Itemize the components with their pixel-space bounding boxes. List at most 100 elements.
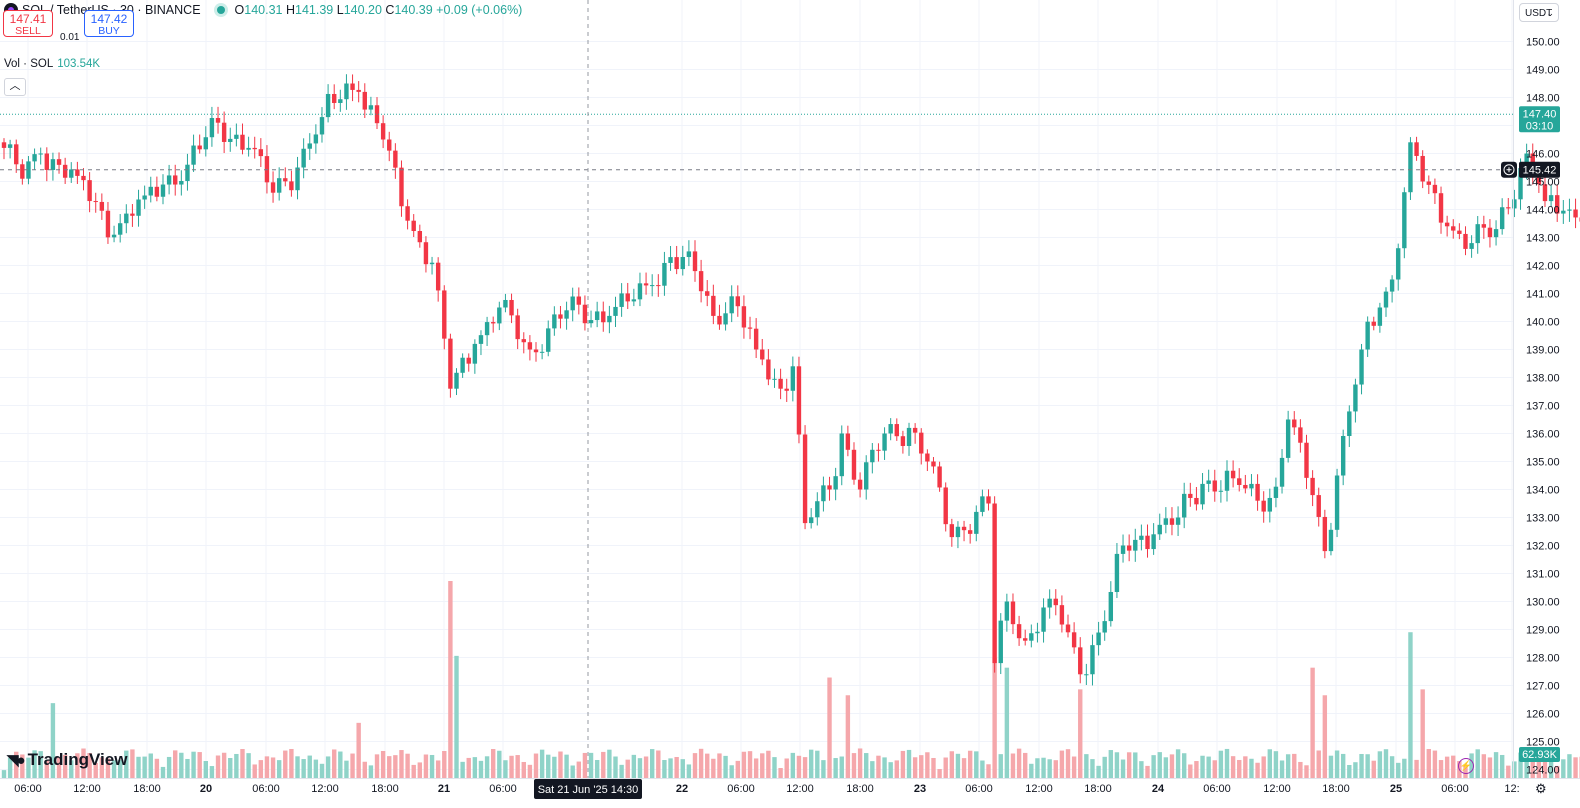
volume-bar bbox=[619, 764, 624, 778]
candle-body bbox=[815, 501, 820, 518]
volume-bar bbox=[136, 756, 141, 778]
candle-body bbox=[1194, 497, 1199, 505]
candle-body bbox=[656, 285, 661, 287]
volume-bar bbox=[539, 749, 545, 778]
candle-body bbox=[319, 117, 325, 135]
volume-bar bbox=[350, 753, 355, 778]
lightning-icon[interactable]: ⚡ bbox=[1458, 758, 1474, 774]
volume-bar bbox=[338, 751, 343, 778]
price-tick-label: 127.00 bbox=[1526, 681, 1560, 693]
candle-body bbox=[1457, 230, 1462, 234]
sell-button[interactable]: 147.41 SELL bbox=[3, 9, 53, 37]
volume-bar bbox=[252, 764, 257, 778]
volume-bar bbox=[857, 748, 863, 778]
candle-body bbox=[1200, 483, 1205, 505]
candle-body bbox=[117, 223, 123, 235]
candle-body bbox=[1010, 601, 1016, 625]
volume-bar bbox=[961, 758, 967, 778]
volume-bar bbox=[1071, 756, 1077, 778]
candle-body bbox=[1133, 539, 1138, 551]
volume-bar bbox=[1561, 759, 1566, 778]
volume-bar bbox=[448, 581, 453, 778]
gear-icon[interactable]: ⚙ bbox=[1535, 781, 1547, 796]
time-scale[interactable]: 06:00 12:00 18:00 20 06:00 12:00 18:00 21 06:00 2… bbox=[0, 778, 1580, 796]
time-tick-label: 18:00 bbox=[371, 783, 399, 795]
candle-body bbox=[160, 184, 166, 197]
candle-body bbox=[81, 175, 86, 181]
bar-countdown-label: 03:10 bbox=[1526, 120, 1554, 132]
candle-body bbox=[1084, 674, 1089, 676]
candle-body bbox=[729, 296, 734, 314]
volume-bar bbox=[87, 752, 92, 778]
candle-body bbox=[1163, 518, 1169, 525]
volume-bar bbox=[1169, 754, 1175, 778]
volume-bar bbox=[649, 749, 655, 778]
candle-body bbox=[368, 105, 374, 110]
volume-bar bbox=[1053, 760, 1058, 778]
add-alert-plus-icon[interactable] bbox=[1501, 161, 1517, 178]
volume-bar bbox=[1285, 754, 1291, 778]
tradingview-logo[interactable]: ◥● TradingView bbox=[7, 750, 127, 770]
candle-body bbox=[7, 144, 13, 148]
candle-body bbox=[295, 167, 300, 191]
volume-bar bbox=[1157, 752, 1162, 778]
volume-bar bbox=[564, 754, 569, 778]
volume-bar bbox=[240, 749, 245, 778]
volume-bar bbox=[387, 756, 392, 778]
time-tick-label: 18:00 bbox=[133, 783, 161, 795]
buy-button[interactable]: 147.42 BUY bbox=[84, 9, 134, 37]
candle-body bbox=[1353, 384, 1358, 412]
price-tick-label: 136.00 bbox=[1526, 429, 1560, 441]
collapse-legend-chevron-up-icon[interactable]: ︿ bbox=[4, 78, 26, 96]
candle-body bbox=[1145, 535, 1150, 550]
volume-bar bbox=[1035, 758, 1040, 778]
volume-bar bbox=[93, 762, 98, 778]
candle-body bbox=[967, 530, 973, 534]
volume-bar bbox=[1194, 761, 1199, 778]
candle-body bbox=[778, 378, 783, 389]
volume-bar bbox=[1408, 632, 1413, 778]
volume-bar bbox=[191, 751, 196, 778]
time-tick-label: 12:00 bbox=[1025, 783, 1053, 795]
candle-body bbox=[1524, 153, 1529, 169]
price-tick-label: 143.00 bbox=[1526, 233, 1560, 245]
candle-body bbox=[1322, 516, 1328, 552]
volume-bar bbox=[894, 760, 899, 778]
volume-bar bbox=[276, 760, 282, 778]
volume-bar bbox=[289, 748, 294, 778]
candlestick-series bbox=[1, 74, 1580, 686]
volume-bar bbox=[802, 757, 808, 778]
candle-body bbox=[772, 378, 777, 380]
candle-body bbox=[698, 271, 704, 292]
volume-bar bbox=[1114, 752, 1120, 778]
time-tick-label: 22 bbox=[676, 783, 688, 795]
volume-bar bbox=[1059, 750, 1065, 778]
candle-body bbox=[197, 145, 202, 150]
volume-bar bbox=[246, 753, 251, 778]
volume-bar bbox=[912, 757, 918, 778]
volume-bar bbox=[1322, 695, 1328, 778]
volume-bar bbox=[1243, 756, 1248, 778]
candle-body bbox=[961, 526, 967, 531]
candle-body bbox=[888, 424, 893, 434]
candle-body bbox=[1548, 195, 1554, 202]
candle-body bbox=[87, 180, 92, 202]
candle-body bbox=[387, 139, 392, 151]
candle-body bbox=[760, 349, 765, 360]
candle-body bbox=[827, 485, 832, 490]
candle-body bbox=[1169, 518, 1175, 525]
volume-legend[interactable]: Vol · SOL 103.54K bbox=[4, 58, 100, 70]
volume-bar bbox=[1255, 762, 1260, 778]
candle-body bbox=[20, 164, 25, 179]
volume-bar bbox=[1304, 765, 1309, 778]
candle-body bbox=[870, 449, 875, 463]
candle-body bbox=[790, 366, 796, 391]
candle-body bbox=[1151, 534, 1156, 550]
volume-bar bbox=[1567, 754, 1572, 778]
volume-value: 103.54K bbox=[57, 58, 101, 70]
time-tick-label: 06:00 bbox=[727, 783, 755, 795]
volume-bar bbox=[1383, 749, 1389, 778]
price-tick-label: 135.00 bbox=[1526, 457, 1560, 469]
currency-select[interactable]: USDT ⌄ bbox=[1519, 3, 1559, 22]
